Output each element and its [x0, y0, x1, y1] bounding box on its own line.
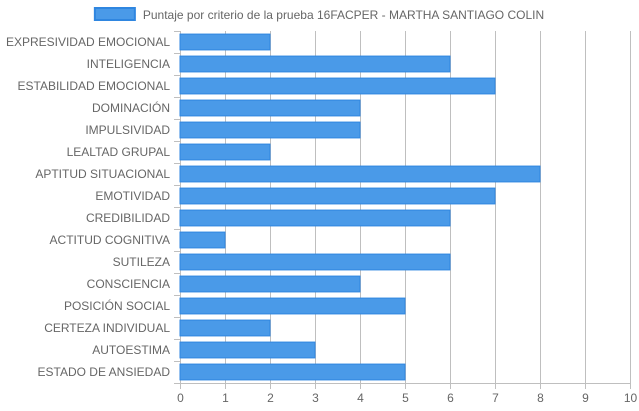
bar[interactable] — [179, 209, 451, 227]
y-tick-label: ESTADO DE ANSIEDAD — [38, 365, 171, 379]
x-tick-label: 9 — [582, 391, 589, 405]
x-axis-labels: 0 1 2 3 4 5 6 7 8 9 10 — [177, 391, 637, 405]
y-tick-label: IMPULSIVIDAD — [85, 123, 170, 137]
bars — [179, 33, 541, 381]
x-tick-label: 1 — [222, 391, 229, 405]
y-tick-label: POSICIÓN SOCIAL — [64, 298, 170, 313]
bar[interactable] — [179, 275, 361, 293]
x-tick-label: 6 — [447, 391, 454, 405]
bar[interactable] — [179, 55, 451, 73]
bar[interactable] — [179, 363, 406, 381]
x-tick-label: 4 — [357, 391, 364, 405]
x-tick-label: 10 — [624, 391, 638, 405]
bar[interactable] — [179, 99, 361, 117]
x-tick-label: 2 — [267, 391, 274, 405]
x-tick-label: 8 — [537, 391, 544, 405]
y-axis-labels: EXPRESIVIDAD EMOCIONAL INTELIGENCIA ESTABI… — [6, 35, 170, 379]
y-tick-label: DOMINACIÓN — [92, 100, 170, 115]
x-tick-label: 7 — [492, 391, 499, 405]
x-tick-label: 5 — [402, 391, 409, 405]
bar[interactable] — [179, 77, 496, 95]
bar[interactable] — [179, 297, 406, 315]
bar[interactable] — [179, 165, 541, 183]
bar[interactable] — [179, 253, 451, 271]
y-tick-label: SUTILEZA — [113, 255, 170, 269]
bar[interactable] — [179, 143, 271, 161]
y-tick-label: INTELIGENCIA — [87, 57, 170, 71]
y-tick-label: CONSCIENCIA — [87, 277, 170, 291]
y-tick-label: LEALTAD GRUPAL — [67, 145, 171, 159]
bar[interactable] — [179, 319, 271, 337]
y-tick-label: AUTOESTIMA — [92, 343, 170, 357]
y-tick-label: EMOTIVIDAD — [95, 189, 170, 203]
x-tick-label: 0 — [177, 391, 184, 405]
y-tick-label: CERTEZA INDIVIDUAL — [44, 321, 170, 335]
bar[interactable] — [179, 33, 271, 51]
legend-label: Puntaje por criterio de la prueba 16FACP… — [143, 8, 544, 22]
x-tick-label: 3 — [312, 391, 319, 405]
legend-swatch — [93, 7, 136, 21]
bar[interactable] — [179, 231, 226, 249]
bar[interactable] — [179, 187, 496, 205]
y-tick-label: ACTITUD COGNITIVA — [50, 233, 170, 247]
y-tick-label: EXPRESIVIDAD EMOCIONAL — [6, 35, 170, 49]
bar[interactable] — [179, 121, 361, 139]
y-tick-label: APTITUD SITUACIONAL — [35, 167, 170, 181]
legend[interactable]: Puntaje por criterio de la prueba 16FACP… — [93, 7, 544, 22]
y-tick-label: ESTABILIDAD EMOCIONAL — [18, 79, 171, 93]
y-tick-label: CREDIBILIDAD — [86, 211, 170, 225]
bar[interactable] — [179, 341, 316, 359]
